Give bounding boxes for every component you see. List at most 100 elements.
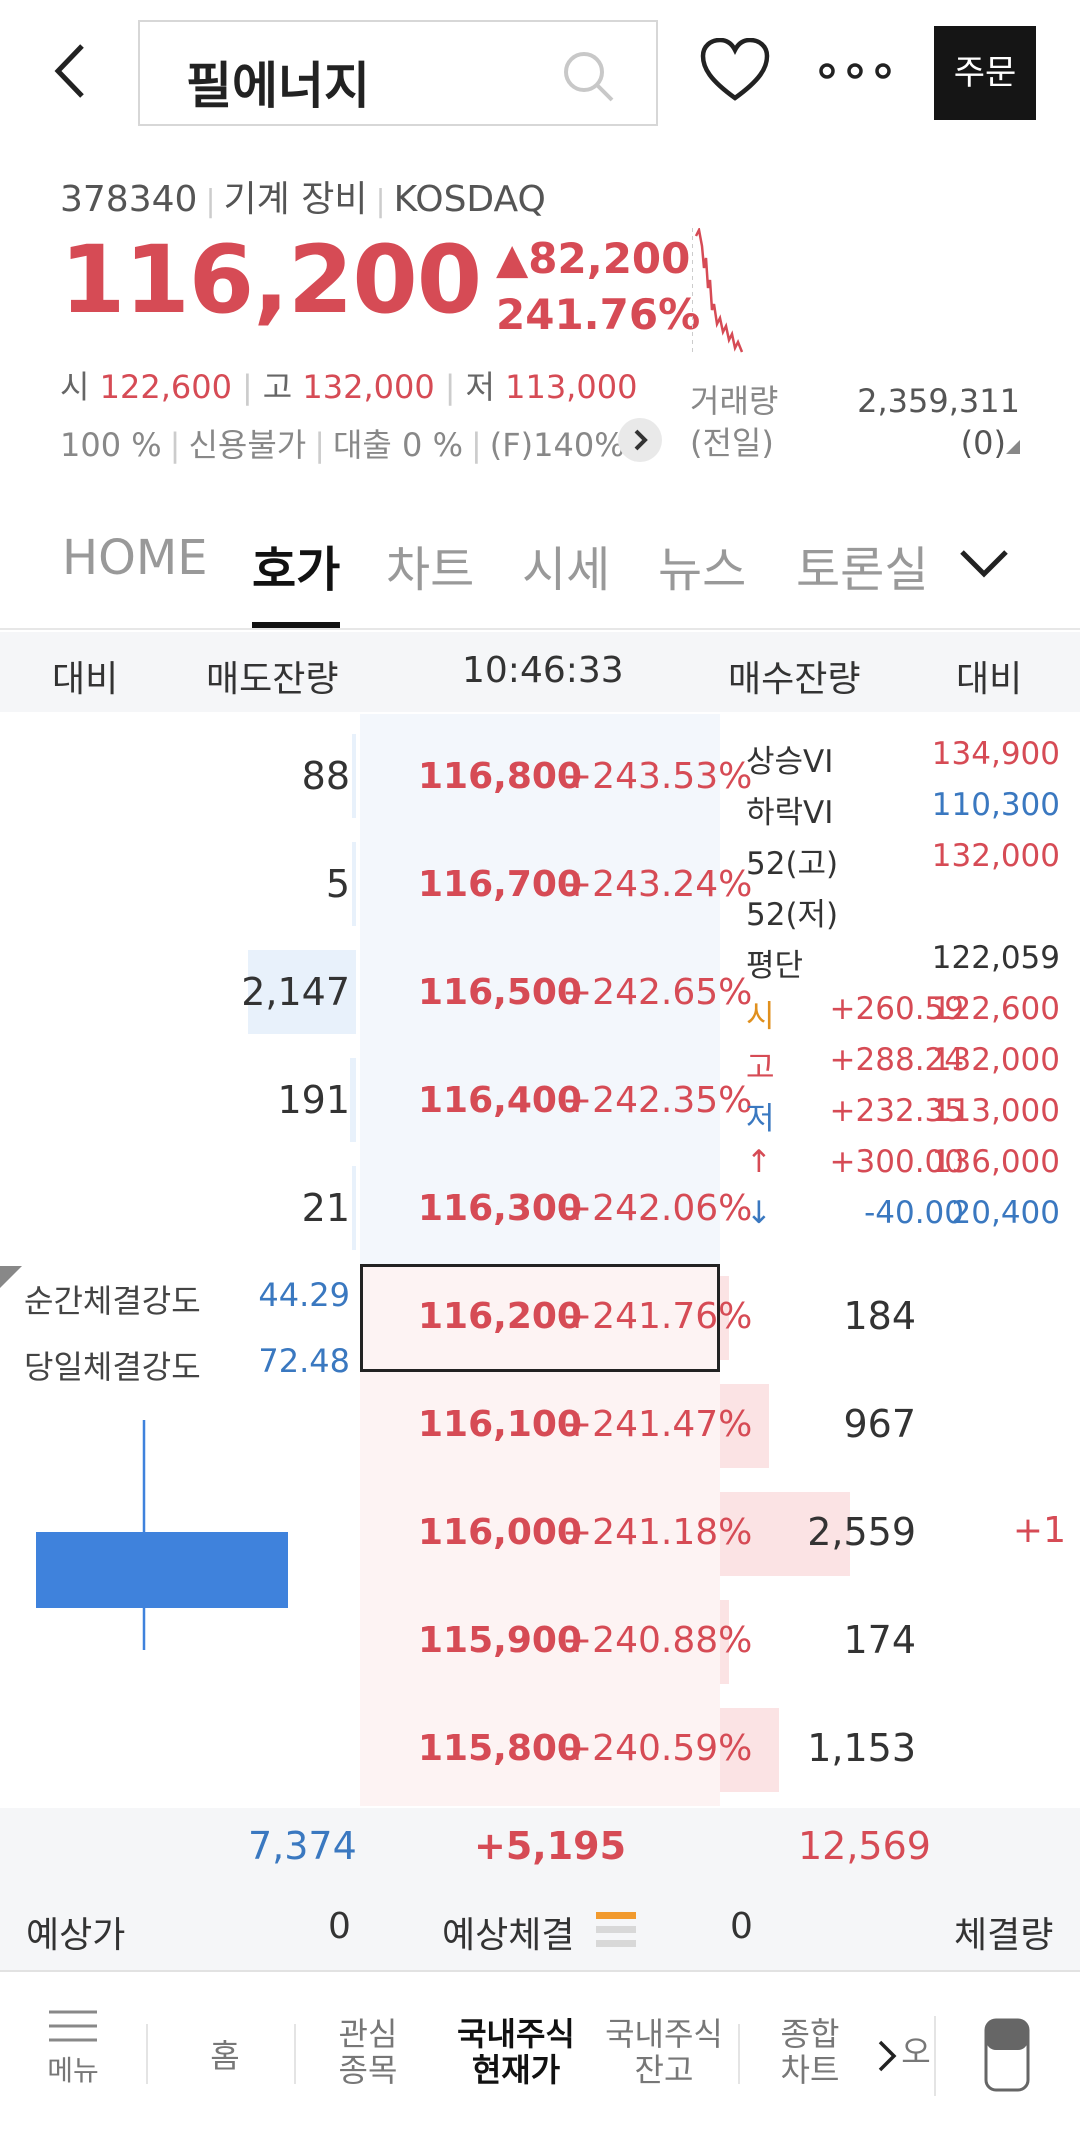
info-value: 136,000 [931,1144,1060,1180]
nav-chart[interactable]: 종합 차트 [760,2016,860,2088]
nav-menu-label: 메뉴 [47,2054,99,2087]
nav-watchlist-line2: 종목 [338,2051,398,2089]
ask-price-column [360,714,720,1266]
bid-qty-header: 매수잔량 [728,659,861,700]
info-mid: +300.00 [829,1144,964,1180]
bid-cmp: +1 [1012,1510,1066,1551]
bid-volume-bar [720,1492,850,1576]
order-button[interactable]: 주문 [934,26,1036,120]
info-value: 132,000 [931,838,1060,874]
more-dots-icon [819,63,891,79]
bid-row[interactable]: 115,900 +240.88% 174 [0,1588,1080,1696]
expected-fill: 0 [730,1906,753,1947]
nav-chart-line1: 종합 [780,2015,840,2053]
search-box[interactable]: 필에너지 [138,20,658,126]
orderbook-time: 10:46:33 [462,650,624,691]
bid-pct: +241.18% [562,1512,753,1553]
bid-pct: +240.59% [562,1728,753,1769]
tab-home[interactable]: HOME [62,530,208,586]
bid-price: 115,900 [418,1620,582,1661]
bid-row[interactable]: 116,000 +241.18% 2,559 +1 [0,1480,1080,1588]
ask-qty: 21 [301,1186,350,1230]
favorite-button[interactable] [700,37,770,104]
info-key: 저 [746,1101,775,1137]
nav-balance[interactable]: 국내주식 잔고 [596,2016,732,2088]
price-change: ▲82,200 [496,234,691,283]
info-row: 52(고) 132,000 [744,832,1064,883]
corner-triangle-icon [1006,440,1020,454]
bid-qty: 967 [843,1402,916,1446]
phone-toggle-icon[interactable] [984,2018,1030,2092]
nav-menu[interactable]: 메뉴 [38,2006,108,2089]
current-price: 116,200 [60,226,482,335]
nav-current-price[interactable]: 국내주식 현재가 [448,2016,584,2088]
info-value: 20,400 [951,1195,1060,1231]
ask-pct: +243.53% [562,756,753,797]
ask-price: 116,400 [418,1080,582,1121]
ask-row[interactable]: 2,147 116,500 +242.65% [0,940,1080,1048]
total-diff: +5,195 [474,1824,627,1868]
info-mid: -40.00 [864,1195,964,1231]
search-icon[interactable] [560,48,616,104]
expected-row: 예상가 0 예상체결 0 체결량 [0,1888,1080,1972]
info-row: ↓ -40.00 20,400 [744,1189,1064,1240]
ask-row[interactable]: 5 116,700 +243.24% [0,832,1080,940]
tab-discussion[interactable]: 토론실 [796,542,929,598]
tab-quotes[interactable]: 시세 [522,542,611,598]
nav-balance-line2: 잔고 [634,2051,694,2089]
nav-clipped-item[interactable]: 오 [901,2034,931,2070]
ask-pct: +242.06% [562,1188,753,1229]
bid-row[interactable]: 115,800 +240.59% 1,153 [0,1696,1080,1804]
nav-divider [738,2024,740,2084]
stock-sector: 기계 장비 [223,179,368,220]
bid-row[interactable]: 116,200 +241.76% 184 [0,1264,1080,1372]
volume-values: 2,359,311 (0) [820,380,1020,464]
ask-row[interactable]: 191 116,400 +242.35% [0,1048,1080,1156]
ask-volume-bar [352,842,356,926]
nav-chart-line2: 차트 [780,2051,840,2089]
bid-price: 116,000 [418,1512,582,1553]
chevron-down-icon[interactable] [956,542,1012,582]
info-row: 저 +232.35 113,000 [744,1087,1064,1138]
nav-divider [934,2016,936,2096]
f-rate: (F)140% [489,426,625,464]
ask-pct: +242.65% [562,972,753,1013]
back-button[interactable] [40,36,110,106]
credit-more-button[interactable] [618,418,662,462]
ask-pct: +243.24% [562,864,753,905]
price-info-panel: 상승VI 134,900 하락VI 110,300 52(고) 132,000 52(저) 평… [744,730,1064,1240]
volume-bars-icon [596,1912,636,1947]
nav-home[interactable]: 홈 [210,2037,240,2075]
bid-volume-bar [720,1384,769,1468]
nav-watchlist-line1: 관심 [338,2015,398,2053]
bid-pct: +241.47% [562,1404,753,1445]
tab-orderbook[interactable]: 호가 [252,542,341,598]
info-value: 134,900 [931,736,1060,772]
ask-qty: 191 [277,1078,350,1122]
high-label: 고 [262,368,293,406]
volume-value: 2,359,311 [857,382,1020,420]
bid-volume-bar [720,1276,729,1360]
ask-volume-bar [352,734,356,818]
chevron-right-icon[interactable] [872,2034,902,2078]
info-mid: +288.24 [829,1042,964,1078]
ask-row[interactable]: 21 116,300 +242.06% [0,1156,1080,1264]
daily-strength-value: 72.48 [258,1342,350,1380]
bid-row[interactable]: 116,100 +241.47% 967 [0,1372,1080,1480]
nav-watchlist[interactable]: 관심 종목 [318,2016,418,2088]
info-row: ↑ +300.00 136,000 [744,1138,1064,1189]
loan-rate: 대출 0 % [332,426,463,464]
ask-row[interactable]: 88 116,800 +243.53% [0,724,1080,832]
info-key: 상승VI [746,744,834,780]
ohl-row: 시 122,600 | 고 132,000 | 저 113,000 [60,368,638,406]
cmp-right-header: 대비 [956,659,1023,700]
more-button[interactable] [818,56,892,86]
tab-news[interactable]: 뉴스 [658,542,747,598]
bottom-navigation: 메뉴 홈 관심 종목 국내주식 현재가 국내주식 잔고 종합 차트 오 [0,1976,1080,2148]
info-key: ↑ [746,1144,772,1180]
tab-chart[interactable]: 차트 [386,542,475,598]
info-key: ↓ [746,1195,772,1231]
ask-volume-bar [248,950,356,1034]
ask-volume-bar [350,1058,356,1142]
sparkline-chart [692,228,744,356]
